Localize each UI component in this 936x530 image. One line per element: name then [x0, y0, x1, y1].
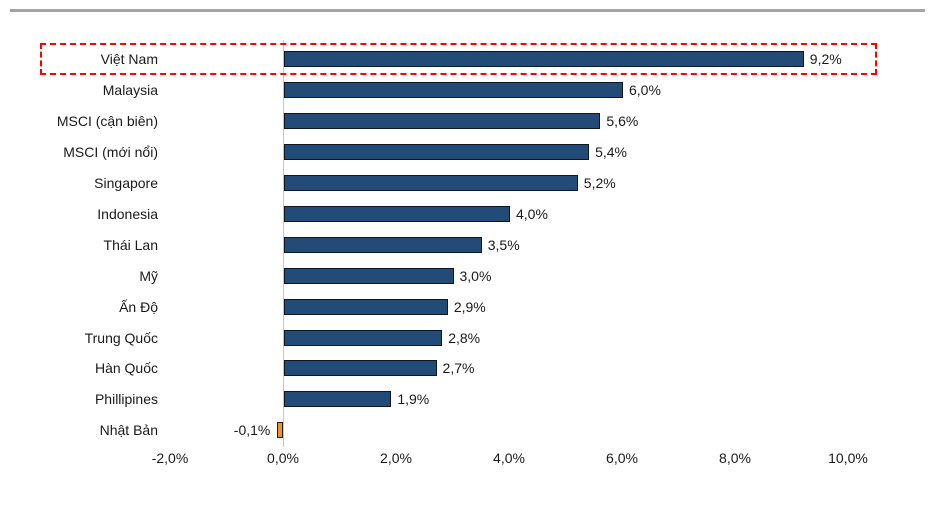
value-label: 3,5% — [487, 236, 520, 253]
bar — [284, 144, 590, 161]
x-tick-label: 2,0% — [380, 450, 412, 466]
category-label: Nhật Bản — [99, 422, 158, 439]
category-label: MSCI (cận biên) — [56, 113, 158, 130]
bar — [284, 267, 454, 284]
value-label: 2,8% — [448, 329, 481, 346]
value-label: -0,1% — [233, 422, 271, 439]
category-label: Ấn Độ — [119, 298, 158, 315]
bar — [284, 51, 804, 68]
bar — [284, 329, 443, 346]
bar — [284, 82, 623, 99]
value-label: 4,0% — [516, 205, 548, 222]
bar — [284, 236, 482, 253]
value-label: 2,7% — [442, 360, 475, 377]
bar — [284, 360, 437, 377]
category-label: Việt Nam — [100, 51, 158, 68]
x-tick-label: 6,0% — [606, 450, 638, 466]
category-label: MSCI (mới nổi) — [63, 144, 158, 161]
bar — [284, 298, 448, 315]
zero-axis-line — [283, 40, 284, 447]
category-label: Trung Quốc — [84, 329, 158, 346]
category-label: Mỹ — [139, 267, 158, 284]
category-label: Singapore — [94, 175, 158, 192]
value-label: 9,2% — [809, 51, 842, 68]
x-tick-label: -2,0% — [151, 450, 189, 466]
category-label: Hàn Quốc — [94, 360, 158, 377]
category-label: Thái Lan — [103, 236, 158, 253]
value-label: 3,0% — [459, 267, 492, 284]
bar — [284, 113, 601, 130]
bar — [284, 205, 510, 222]
category-label: Indonesia — [97, 205, 158, 222]
category-label: Malaysia — [102, 82, 158, 99]
x-tick-label: 8,0% — [719, 450, 751, 466]
value-label: 2,9% — [453, 298, 486, 315]
bar-negative — [277, 422, 283, 439]
bar — [284, 391, 392, 408]
value-label: 5,6% — [606, 113, 639, 130]
value-label: 5,4% — [595, 144, 628, 161]
top-divider-rule — [10, 9, 925, 12]
bar — [284, 175, 578, 192]
value-label: 6,0% — [629, 82, 661, 99]
value-label: 1,9% — [397, 391, 430, 408]
x-tick-label: 0,0% — [267, 450, 299, 466]
x-tick-label: 10,0% — [828, 450, 868, 466]
value-label: 5,2% — [583, 175, 616, 192]
vietnam-highlight-box — [40, 43, 877, 75]
category-label: Phillipines — [94, 391, 158, 408]
x-tick-label: 4,0% — [493, 450, 525, 466]
